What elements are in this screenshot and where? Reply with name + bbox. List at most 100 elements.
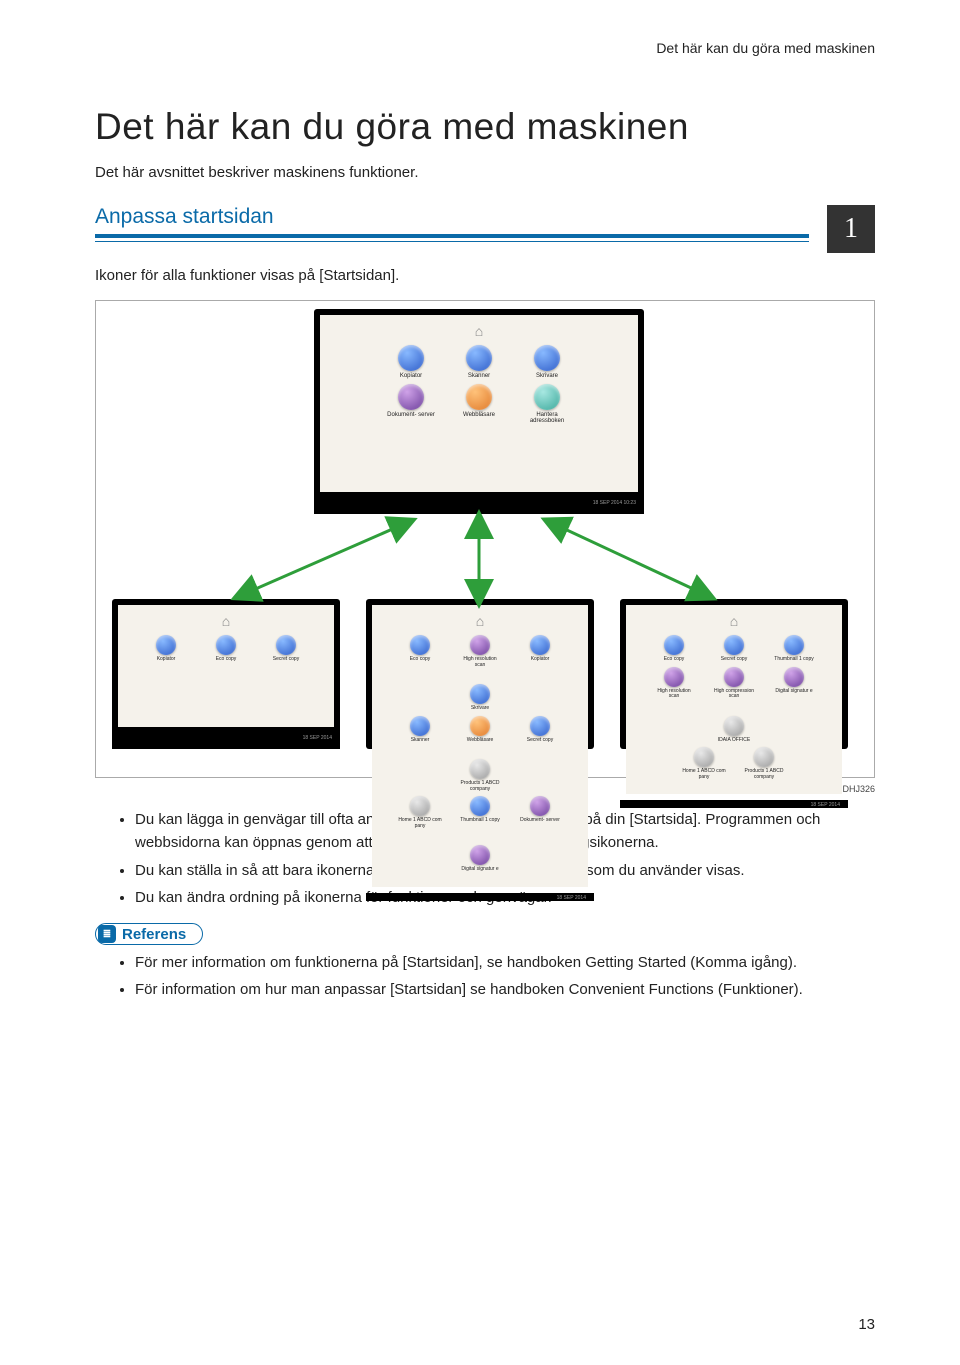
app-icon: IDAIA OFFICE (712, 716, 756, 744)
app-label: Kopiator (157, 657, 176, 663)
home-icon: ⌂ (215, 611, 237, 631)
app-label: High compression scan (712, 689, 756, 700)
app-label: Webbläsare (467, 738, 494, 744)
app-icon-glyph (664, 667, 684, 687)
app-label: Thumbnail 1 copy (460, 818, 499, 824)
intro-text: Det här avsnittet beskriver maskinens fu… (95, 164, 875, 181)
app-label: Secret copy (273, 657, 299, 663)
app-label: Secret copy (527, 738, 553, 744)
app-label: Eco copy (664, 657, 685, 663)
app-label: Kopiator (400, 373, 422, 380)
app-icon: Kopiator (518, 635, 562, 668)
app-label: IDAIA OFFICE (718, 738, 751, 744)
screen-footer: 18 SEP 2014 (620, 800, 848, 808)
app-icon-glyph (470, 759, 490, 779)
app-label: Skanner (468, 373, 490, 380)
app-label: Skrivare (471, 706, 489, 712)
section-subtext: Ikoner för alla funktioner visas på [Sta… (95, 267, 875, 284)
screen-variant-2: ⌂ Eco copyHigh resolution scanKopiatorSk… (366, 599, 594, 749)
app-label: Home 1 ABCD com pany (682, 769, 726, 780)
app-icon-glyph (724, 635, 744, 655)
figure: ⌂ Kopiator Skanner Skrivare Dokument- serve… (104, 309, 866, 769)
chapter-number: 1 (827, 205, 875, 253)
app-icon: Home 1 ABCD com pany (682, 747, 726, 780)
app-icon: Secret copy (264, 635, 308, 663)
home-icon: ⌂ (723, 611, 745, 631)
app-icon-glyph (276, 635, 296, 655)
screen-variant-1: ⌂ Kopiator Eco copy Secret copy 18 SEP 201… (112, 599, 340, 749)
app-icon-glyph (410, 716, 430, 736)
app-icon: Digital signatur e (772, 667, 816, 700)
reference-bullets: För mer information om funktionerna på [… (95, 951, 875, 1002)
reference-tag: ≣ Referens (95, 923, 203, 945)
app-icon-glyph (216, 635, 236, 655)
list-item: För mer information om funktionerna på [… (135, 951, 875, 974)
app-icon-glyph (530, 716, 550, 736)
app-icon-glyph (694, 747, 714, 767)
app-icon-glyph (398, 384, 424, 410)
app-label: High resolution scan (652, 689, 696, 700)
app-icon: Products 1 ABCD company (458, 759, 502, 792)
app-icon-glyph (398, 345, 424, 371)
app-icon: Kopiator (144, 635, 188, 663)
app-icon-glyph (534, 345, 560, 371)
reference-icon: ≣ (98, 925, 116, 943)
app-label: Skanner (411, 738, 430, 744)
screen-footer: 18 SEP 2014 (112, 733, 340, 749)
list-item: För information om hur man anpassar [Sta… (135, 978, 875, 1001)
screen-footer: 18 SEP 2014 (366, 893, 594, 901)
page-number: 13 (858, 1316, 875, 1333)
app-icon-glyph (664, 635, 684, 655)
app-label: Webbläsare (463, 412, 495, 419)
app-label: Hantera adressboken (521, 412, 573, 425)
reference-label: Referens (122, 926, 186, 943)
app-icon: Eco copy (204, 635, 248, 663)
app-label: High resolution scan (458, 657, 502, 668)
app-label: Dokument- server (520, 818, 560, 824)
app-icon-glyph (470, 845, 490, 865)
page-title: Det här kan du göra med maskinen (95, 106, 875, 148)
app-icon: Skanner (453, 345, 505, 380)
app-icon-glyph (754, 747, 774, 767)
app-icon-glyph (466, 345, 492, 371)
app-icon-glyph (156, 635, 176, 655)
app-icon-glyph (410, 635, 430, 655)
app-icon-glyph (534, 384, 560, 410)
app-label: Digital signatur e (775, 689, 812, 695)
app-icon: Skanner (398, 716, 442, 744)
app-icon-glyph (530, 635, 550, 655)
app-icon: Hantera adressboken (521, 384, 573, 425)
app-icon: Thumbnail 1 copy (772, 635, 816, 663)
app-icon-glyph (784, 667, 804, 687)
app-label: Kopiator (531, 657, 550, 663)
app-icon-glyph (724, 716, 744, 736)
screen-variant-3: ⌂ Eco copySecret copyThumbnail 1 copyHig… (620, 599, 848, 749)
app-icon: Skrivare (458, 684, 502, 712)
app-icon-glyph (470, 684, 490, 704)
app-icon-glyph (470, 796, 490, 816)
app-label: Dokument- server (387, 412, 435, 419)
app-icon-glyph (724, 667, 744, 687)
app-label: Thumbnail 1 copy (774, 657, 813, 663)
app-icon-glyph (410, 796, 430, 816)
home-icon: ⌂ (468, 321, 490, 341)
app-label: Digital signatur e (461, 867, 498, 873)
figure-frame: ⌂ Kopiator Skanner Skrivare Dokument- serve… (95, 300, 875, 778)
app-icon: Skrivare (521, 345, 573, 380)
app-icon: Webbläsare (458, 716, 502, 744)
app-icon-glyph (470, 635, 490, 655)
app-label: Products 1 ABCD company (742, 769, 786, 780)
app-icon: Webbläsare (453, 384, 505, 425)
app-icon: Kopiator (385, 345, 437, 380)
running-header: Det här kan du göra med maskinen (95, 40, 875, 56)
app-icon: Thumbnail 1 copy (458, 796, 502, 829)
app-icon-glyph (470, 716, 490, 736)
app-icon: High compression scan (712, 667, 756, 700)
app-icon: Digital signatur e (458, 845, 502, 873)
app-icon-glyph (466, 384, 492, 410)
section-heading: Anpassa startsidan (95, 205, 809, 238)
app-icon: Eco copy (398, 635, 442, 668)
app-icon-glyph (784, 635, 804, 655)
app-label: Products 1 ABCD company (458, 781, 502, 792)
app-icon: Secret copy (518, 716, 562, 744)
